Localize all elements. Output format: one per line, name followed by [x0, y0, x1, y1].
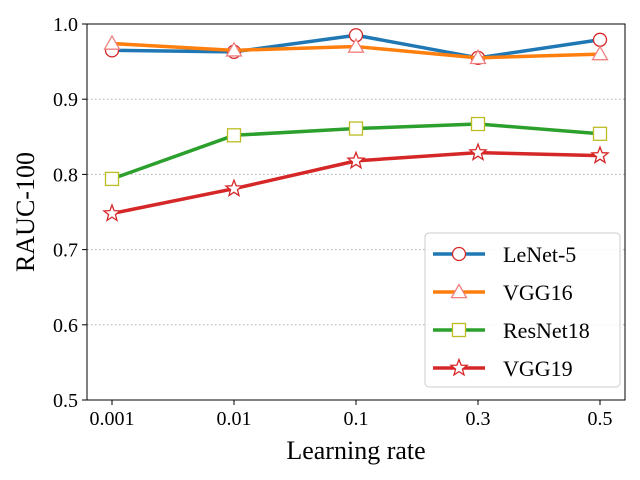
data-point: [348, 121, 364, 136]
y-axis-label: RAUC-100: [11, 152, 40, 272]
data-point: [592, 32, 608, 47]
series-vgg19: [102, 142, 610, 222]
legend-label: LeNet-5: [503, 242, 576, 267]
y-tick-label: 0.6: [53, 315, 78, 337]
data-point: [468, 142, 488, 161]
data-point: [591, 45, 609, 61]
x-axis-label: Learning rate: [286, 436, 425, 465]
x-tick-label: 0.1: [344, 408, 369, 430]
legend-entry: ResNet18: [433, 318, 590, 343]
data-point: [225, 41, 243, 57]
data-point: [469, 49, 487, 65]
legend-marker: [449, 357, 469, 377]
y-tick-label: 0.7: [53, 240, 78, 262]
legend-entry: VGG16: [433, 280, 573, 305]
legend-label: ResNet18: [503, 318, 590, 343]
x-tick-label: 0.5: [588, 408, 613, 430]
data-point: [103, 34, 121, 50]
x-axis-ticks: 0.001 0.01 0.1 0.3 0.5: [90, 400, 613, 430]
y-tick-label: 1.0: [53, 14, 78, 36]
data-point: [224, 178, 244, 198]
data-point: [470, 116, 486, 132]
data-point: [226, 128, 242, 143]
legend-entry: LeNet-5: [433, 242, 576, 267]
y-tick-label: 0.8: [53, 164, 78, 186]
data-point: [347, 37, 365, 53]
x-tick-label: 0.3: [466, 408, 491, 430]
data-point: [104, 171, 120, 187]
data-point: [102, 203, 122, 222]
series-vgg16: [103, 34, 609, 65]
data-point: [592, 126, 608, 141]
series-resnet18: [104, 116, 608, 187]
y-tick-label: 0.9: [53, 89, 78, 111]
legend-marker: [451, 322, 467, 338]
legend-label: VGG16: [503, 280, 573, 305]
data-point: [346, 150, 366, 170]
x-tick-label: 0.001: [90, 408, 135, 430]
legend-marker: [451, 246, 467, 262]
legend-box: [424, 232, 621, 388]
series-lines: [102, 28, 610, 222]
y-tick-label: 0.5: [53, 390, 78, 412]
legend-marker: [450, 283, 468, 299]
y-axis-ticks: 0.5 0.6 0.7 0.8 0.9 1.0: [53, 14, 87, 412]
x-tick-label: 0.01: [217, 408, 252, 430]
data-point: [590, 145, 610, 164]
legend-entry: VGG19: [433, 356, 573, 381]
legend: LeNet-5 VGG16 ResNet18 VGG19: [424, 232, 621, 388]
legend-label: VGG19: [503, 356, 573, 381]
